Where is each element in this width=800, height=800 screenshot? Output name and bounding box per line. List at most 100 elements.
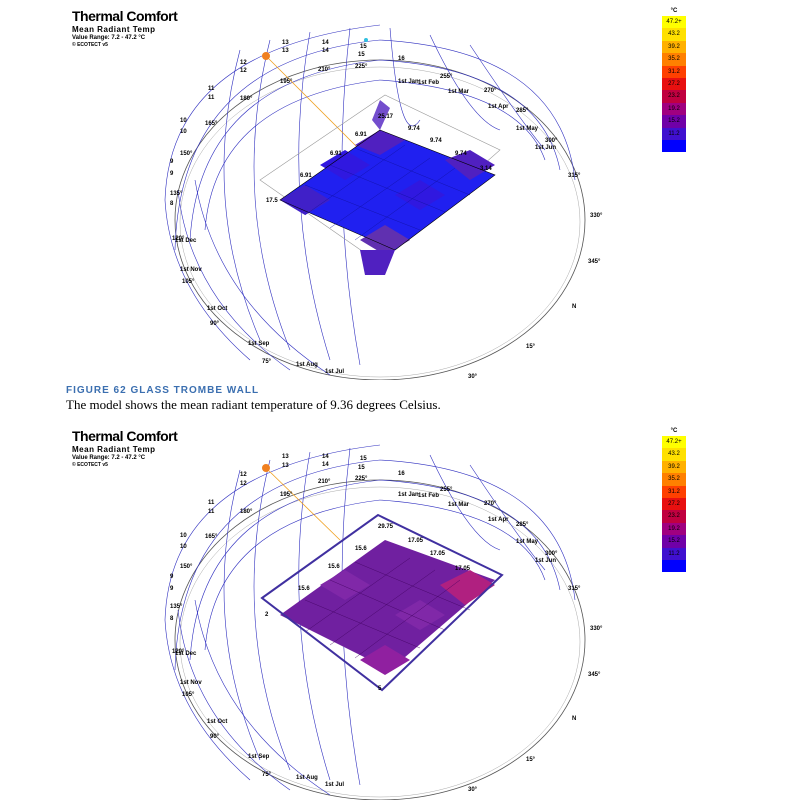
svg-text:1st Jun: 1st Jun bbox=[535, 558, 556, 564]
svg-text:345°: 345° bbox=[588, 672, 601, 678]
software-label: © ECOTECT v5 bbox=[72, 42, 108, 48]
svg-text:1st Apr: 1st Apr bbox=[488, 104, 509, 110]
svg-text:195°: 195° bbox=[280, 79, 293, 85]
legend-swatch bbox=[662, 559, 686, 573]
svg-text:165°: 165° bbox=[205, 121, 218, 127]
analysis-grid-top bbox=[279, 100, 496, 275]
svg-text:10: 10 bbox=[180, 129, 187, 135]
grid-value: 9.74 bbox=[430, 138, 442, 144]
legend-swatch: 19.2 bbox=[662, 522, 686, 536]
legend-swatch: 19.2 bbox=[662, 102, 686, 116]
svg-text:1st Jan: 1st Jan bbox=[398, 492, 419, 498]
svg-text:345°: 345° bbox=[588, 259, 601, 265]
svg-text:75°: 75° bbox=[262, 359, 272, 365]
svg-text:30°: 30° bbox=[468, 374, 478, 380]
legend-swatch: 47.2+ bbox=[662, 436, 686, 449]
svg-text:1st Jul: 1st Jul bbox=[325, 782, 344, 788]
svg-text:10: 10 bbox=[180, 533, 187, 539]
grid-value: 25.17 bbox=[378, 114, 394, 120]
svg-text:11: 11 bbox=[208, 500, 215, 506]
legend-swatch: 11.2 bbox=[662, 127, 686, 140]
svg-text:270°: 270° bbox=[484, 88, 497, 94]
grid-value: 17.05 bbox=[455, 566, 471, 572]
svg-text:9: 9 bbox=[170, 574, 174, 580]
svg-text:1st May: 1st May bbox=[516, 539, 539, 545]
legend-swatch: 31.2 bbox=[662, 485, 686, 498]
svg-text:225°: 225° bbox=[355, 476, 368, 482]
panel-subtitle: Mean Radiant Temp bbox=[72, 25, 156, 34]
svg-text:105°: 105° bbox=[182, 279, 195, 285]
svg-text:9: 9 bbox=[170, 586, 174, 592]
svg-text:8: 8 bbox=[170, 201, 174, 207]
grid-value: 9.74 bbox=[408, 126, 420, 132]
svg-text:13: 13 bbox=[282, 40, 289, 46]
svg-text:15°: 15° bbox=[526, 757, 536, 763]
svg-text:75°: 75° bbox=[262, 772, 272, 778]
legend-swatch bbox=[662, 139, 686, 153]
svg-text:15: 15 bbox=[358, 52, 365, 58]
svg-text:1st Feb: 1st Feb bbox=[418, 80, 439, 86]
legend-swatch: 39.2 bbox=[662, 40, 686, 54]
svg-text:16: 16 bbox=[398, 471, 405, 477]
legend-swatch: 27.2 bbox=[662, 77, 686, 91]
legend-swatch: 35.2 bbox=[662, 473, 686, 486]
legend-swatch: 23.2 bbox=[662, 90, 686, 103]
svg-text:90°: 90° bbox=[210, 321, 220, 327]
svg-text:1st May: 1st May bbox=[516, 126, 539, 132]
svg-text:9: 9 bbox=[170, 159, 174, 165]
svg-text:150°: 150° bbox=[180, 564, 193, 570]
figure-label: FIGURE 62 GLASS TROMBE WALL bbox=[66, 385, 260, 396]
svg-text:195°: 195° bbox=[280, 492, 293, 498]
legend-swatch: 47.2+ bbox=[662, 16, 686, 29]
legend-unit: °C bbox=[670, 428, 678, 434]
svg-text:1st Dec: 1st Dec bbox=[175, 238, 197, 244]
svg-text:255°: 255° bbox=[440, 74, 453, 80]
color-legend: °C 47.2+ 43.2 39.2 35.2 31.2 27.2 23.2 1… bbox=[662, 8, 686, 153]
svg-text:1st Jan: 1st Jan bbox=[398, 79, 419, 85]
svg-text:12: 12 bbox=[240, 481, 247, 487]
grid-value: 17.05 bbox=[430, 551, 446, 557]
svg-text:255°: 255° bbox=[440, 487, 453, 493]
svg-text:1st Jul: 1st Jul bbox=[325, 369, 344, 375]
grid-value: 3.14 bbox=[480, 166, 492, 172]
svg-text:1st Mar: 1st Mar bbox=[448, 502, 470, 508]
svg-text:210°: 210° bbox=[318, 67, 331, 73]
svg-text:10: 10 bbox=[180, 544, 187, 550]
svg-text:30°: 30° bbox=[468, 787, 478, 793]
grid-value: 6.91 bbox=[300, 173, 312, 179]
svg-text:180°: 180° bbox=[240, 509, 253, 515]
svg-text:14: 14 bbox=[322, 454, 329, 460]
svg-text:105°: 105° bbox=[182, 692, 195, 698]
value-range: Value Range: 7.2 - 47.2 °C bbox=[72, 455, 146, 461]
svg-text:12: 12 bbox=[240, 472, 247, 478]
svg-text:285°: 285° bbox=[516, 522, 529, 528]
svg-text:225°: 225° bbox=[355, 64, 368, 70]
svg-text:1st Nov: 1st Nov bbox=[180, 267, 202, 273]
svg-text:1st Aug: 1st Aug bbox=[296, 775, 318, 781]
svg-text:120°: 120° bbox=[172, 236, 185, 242]
svg-text:1st Sep: 1st Sep bbox=[248, 754, 270, 760]
svg-text:285°: 285° bbox=[516, 108, 529, 114]
svg-text:14: 14 bbox=[322, 48, 329, 54]
software-label: © ECOTECT v5 bbox=[72, 462, 108, 468]
svg-text:90°: 90° bbox=[210, 734, 220, 740]
svg-text:11: 11 bbox=[208, 86, 215, 92]
grid-value: 29.75 bbox=[378, 524, 394, 530]
thermal-panel-bottom: 29.75 17.05 15.6 17.05 15.6 17.05 15.6 2… bbox=[0, 420, 800, 800]
svg-text:1st Nov: 1st Nov bbox=[180, 680, 202, 686]
svg-text:8: 8 bbox=[170, 616, 174, 622]
svg-text:12: 12 bbox=[240, 68, 247, 74]
svg-text:120°: 120° bbox=[172, 649, 185, 655]
svg-text:1st Mar: 1st Mar bbox=[448, 89, 470, 95]
legend-swatch: 43.2 bbox=[662, 448, 686, 461]
legend-swatch: 39.2 bbox=[662, 460, 686, 474]
svg-text:N: N bbox=[572, 716, 576, 722]
svg-text:165°: 165° bbox=[205, 534, 218, 540]
svg-text:135°: 135° bbox=[170, 191, 183, 197]
grid-value: 6.91 bbox=[330, 151, 342, 157]
svg-text:11: 11 bbox=[208, 95, 215, 101]
analysis-grid-bottom bbox=[260, 513, 504, 692]
svg-text:1st Jun: 1st Jun bbox=[535, 145, 556, 151]
grid-value: 5 bbox=[378, 686, 382, 692]
panel-header: Thermal Comfort Mean Radiant Temp Value … bbox=[72, 428, 178, 468]
